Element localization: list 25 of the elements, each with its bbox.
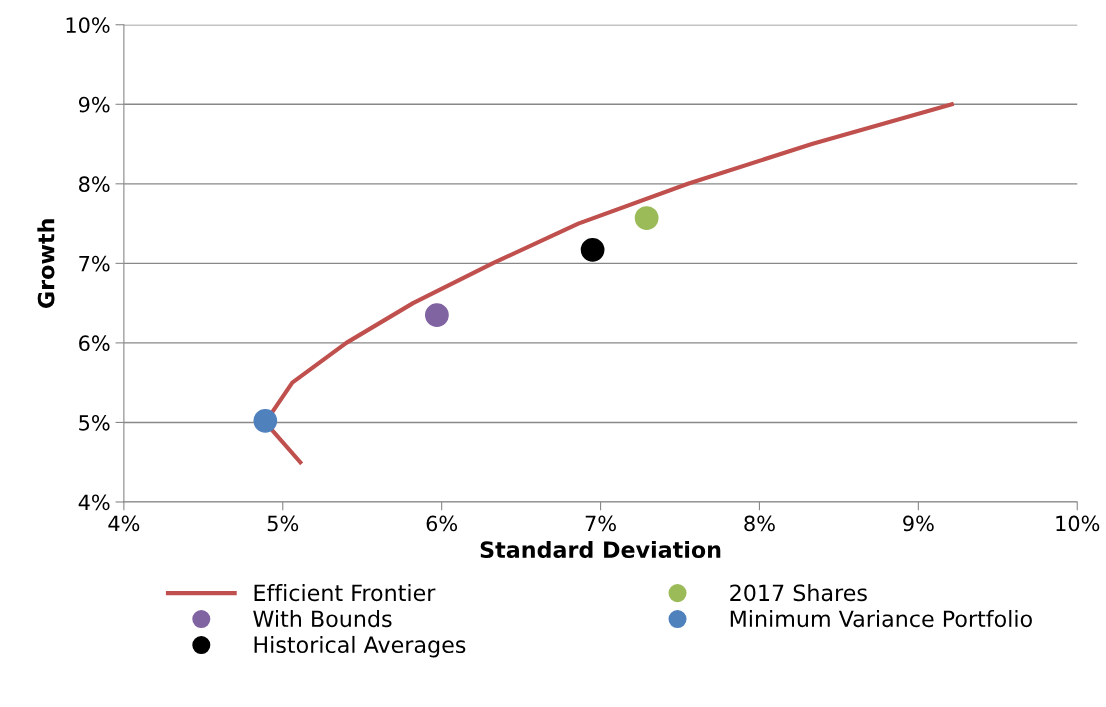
x-tick-label: 4% <box>108 515 140 532</box>
x-tick-label: 8% <box>744 515 775 532</box>
legend-label: Historical Averages <box>254 635 466 658</box>
y-tick-label: 6% <box>79 335 110 352</box>
legend-label: 2017 Shares <box>730 584 867 602</box>
point <box>425 303 449 327</box>
x-tick-label: 5% <box>267 515 299 532</box>
x-tick-label: 6% <box>426 515 458 532</box>
y-tick-label: 9% <box>78 96 110 113</box>
x-tick-label: 9% <box>903 515 934 532</box>
x-tick-label: 7% <box>585 515 616 532</box>
y-tick-label: 5% <box>79 414 110 431</box>
x-tick-label: 10% <box>1056 515 1100 532</box>
y-tick-label: 8% <box>79 176 110 193</box>
legend-label: Minimum Variance Portfolio <box>730 609 1032 628</box>
y-axis-title: Growth <box>37 219 55 308</box>
point <box>253 408 278 433</box>
y-tick-label: 10% <box>66 17 110 33</box>
legend-label: Efficient Frontier <box>254 584 436 602</box>
x-axis-title: Standard Deviation <box>480 540 721 559</box>
legend-label: With Bounds <box>253 609 392 628</box>
y-tick-label: 7% <box>79 255 110 272</box>
y-tick-label: 4% <box>78 494 110 511</box>
point <box>580 237 605 262</box>
point <box>634 206 659 230</box>
